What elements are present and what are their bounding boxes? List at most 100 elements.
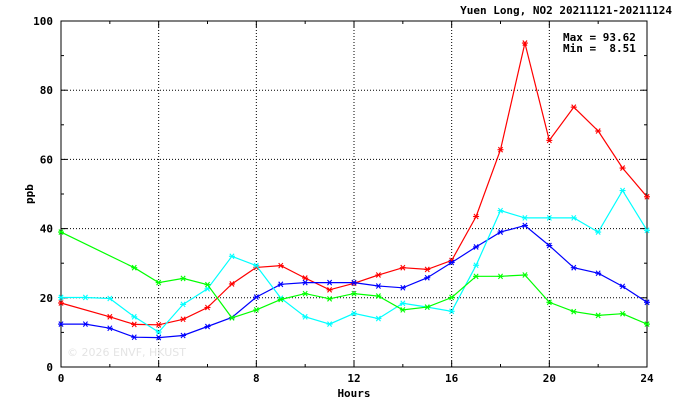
data-point-marker xyxy=(155,279,162,286)
series-3 xyxy=(58,229,650,327)
data-point-marker xyxy=(546,137,553,144)
y-axis-title: ppb xyxy=(23,184,36,204)
data-point-marker xyxy=(302,279,309,286)
data-point-marker xyxy=(546,299,553,306)
data-point-marker xyxy=(570,264,577,271)
data-point-marker xyxy=(106,313,113,320)
data-point-marker xyxy=(351,290,357,297)
data-point-marker xyxy=(106,295,113,302)
x-axis-title: Hours xyxy=(337,387,370,400)
data-point-marker xyxy=(58,294,64,301)
data-point-marker xyxy=(595,128,602,134)
data-point-marker xyxy=(204,304,211,311)
data-point-marker xyxy=(473,213,480,220)
data-point-marker xyxy=(521,214,528,221)
data-point-marker xyxy=(619,165,626,171)
watermark-text: © 2026 ENVF, HKUST xyxy=(67,346,186,359)
x-tick-label: 24 xyxy=(640,372,654,385)
data-point-marker xyxy=(570,104,577,111)
data-point-marker xyxy=(180,332,187,339)
data-point-marker xyxy=(619,187,626,194)
data-point-marker xyxy=(399,284,406,291)
data-point-marker xyxy=(497,207,504,214)
y-tick-label: 0 xyxy=(46,361,53,374)
data-point-marker xyxy=(644,299,650,306)
data-point-marker xyxy=(131,313,138,320)
data-point-marker xyxy=(424,266,431,273)
data-point-marker xyxy=(424,274,431,281)
x-tick-label: 8 xyxy=(253,372,260,385)
data-point-marker xyxy=(351,310,357,317)
data-point-marker xyxy=(253,307,260,313)
data-point-marker xyxy=(399,300,406,307)
data-point-marker xyxy=(326,286,333,293)
data-point-marker xyxy=(228,314,235,321)
data-point-marker xyxy=(180,275,187,282)
max-stat-text: Max = 93.62 xyxy=(563,31,636,44)
data-point-marker xyxy=(497,273,504,280)
y-tick-label: 20 xyxy=(40,292,53,305)
data-point-marker xyxy=(448,308,455,315)
data-point-marker xyxy=(399,307,406,313)
data-point-marker xyxy=(375,283,382,289)
x-tick-label: 16 xyxy=(445,372,459,385)
series-0 xyxy=(58,40,650,328)
x-tick-label: 4 xyxy=(155,372,162,385)
data-point-marker xyxy=(326,279,333,286)
data-point-marker xyxy=(228,281,235,287)
y-tick-label: 40 xyxy=(40,223,53,236)
data-point-marker xyxy=(204,323,211,330)
data-point-marker xyxy=(277,296,284,303)
data-point-marker xyxy=(473,244,480,250)
series-line xyxy=(61,224,648,339)
data-point-marker xyxy=(546,242,553,249)
data-point-marker xyxy=(644,321,650,327)
data-point-marker xyxy=(375,272,382,278)
data-point-marker xyxy=(644,193,650,200)
data-point-marker xyxy=(351,279,357,286)
data-point-marker xyxy=(521,272,528,278)
data-point-marker xyxy=(58,321,64,327)
data-point-marker xyxy=(58,229,64,235)
data-point-marker xyxy=(180,316,187,323)
data-point-marker xyxy=(619,310,626,317)
data-point-marker xyxy=(497,229,504,235)
x-tick-label: 20 xyxy=(543,372,556,385)
data-point-marker xyxy=(521,222,528,229)
grid-lines xyxy=(61,21,647,367)
data-point-marker xyxy=(155,321,162,328)
data-point-marker xyxy=(204,281,211,288)
series-line xyxy=(60,231,648,325)
data-point-marker xyxy=(375,315,382,322)
data-point-marker xyxy=(595,229,602,235)
data-point-marker xyxy=(473,273,480,280)
data-point-marker xyxy=(497,146,504,153)
data-point-marker xyxy=(473,262,480,269)
x-tick-label: 0 xyxy=(58,372,65,385)
data-point-marker xyxy=(595,312,602,319)
data-point-marker xyxy=(131,321,138,328)
data-point-marker xyxy=(399,264,406,271)
min-stat-text: Min = 8.51 xyxy=(563,42,636,55)
data-point-marker xyxy=(302,290,309,297)
data-point-marker xyxy=(448,259,455,266)
data-point-marker xyxy=(155,329,162,335)
data-point-marker xyxy=(180,301,187,308)
data-point-marker xyxy=(326,321,333,327)
axis-ticks: 0 4 8 12 16 20 24 0 20 40 60 80 100 xyxy=(33,15,654,385)
series-line xyxy=(60,42,648,326)
data-point-marker xyxy=(253,262,260,269)
data-point-marker xyxy=(155,334,162,341)
data-point-marker xyxy=(644,227,650,234)
data-point-marker xyxy=(131,334,138,341)
data-point-marker xyxy=(570,308,577,315)
data-point-marker xyxy=(375,293,382,299)
data-point-marker xyxy=(106,325,113,332)
x-tick-label: 12 xyxy=(347,372,360,385)
data-point-marker xyxy=(82,294,89,301)
data-point-marker xyxy=(521,40,528,46)
data-point-marker xyxy=(253,294,260,301)
series-layer xyxy=(58,40,650,341)
data-point-marker xyxy=(82,321,89,327)
